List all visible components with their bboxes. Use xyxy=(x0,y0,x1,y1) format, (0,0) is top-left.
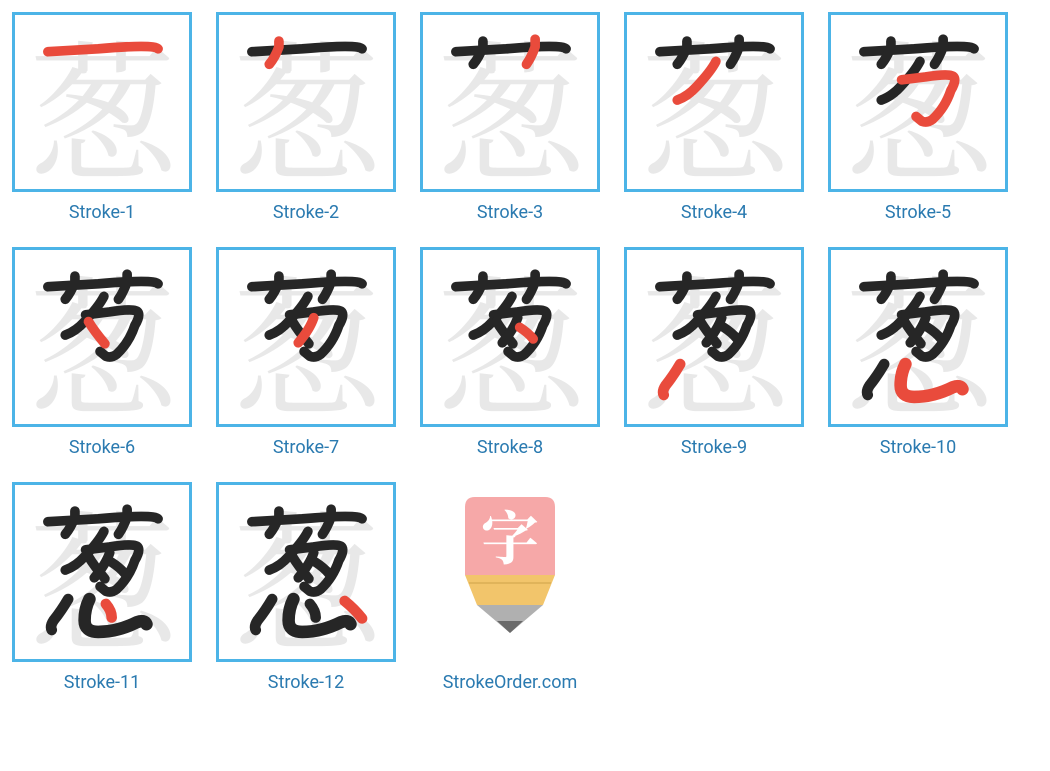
stroke-tile: 葱 xyxy=(12,482,192,662)
stroke-tile: 葱 xyxy=(828,12,1008,192)
stroke-overlay xyxy=(627,15,801,189)
logo-tile: 字 xyxy=(420,482,600,662)
svg-text:字: 字 xyxy=(481,497,539,576)
stroke-overlay xyxy=(219,485,393,659)
stroke-overlay xyxy=(219,15,393,189)
done-stroke xyxy=(724,327,738,339)
stroke-overlay xyxy=(831,250,1005,424)
done-stroke xyxy=(660,46,770,51)
done-stroke xyxy=(255,599,272,630)
active-stroke xyxy=(520,327,534,339)
stroke-tile: 葱 xyxy=(828,247,1008,427)
stroke-overlay xyxy=(15,250,189,424)
stroke-overlay xyxy=(831,15,1005,189)
stroke-cell: 葱Stroke-1 xyxy=(12,12,192,223)
done-stroke xyxy=(252,46,362,51)
stroke-cell: 葱Stroke-10 xyxy=(828,247,1008,458)
logo-cell: 字 StrokeOrder.com xyxy=(420,482,600,693)
stroke-cell: 葱Stroke-5 xyxy=(828,12,1008,223)
stroke-overlay xyxy=(15,15,189,189)
done-stroke xyxy=(51,599,68,630)
stroke-tile: 葱 xyxy=(420,247,600,427)
stroke-cell: 葱Stroke-12 xyxy=(216,482,396,693)
stroke-overlay xyxy=(15,485,189,659)
stroke-cell: 葱Stroke-4 xyxy=(624,12,804,223)
stroke-cell: 葱Stroke-9 xyxy=(624,247,804,458)
done-stroke xyxy=(864,46,974,51)
active-stroke xyxy=(677,61,716,100)
stroke-tile: 葱 xyxy=(624,247,804,427)
stroke-tile: 葱 xyxy=(12,247,192,427)
logo-label: StrokeOrder.com xyxy=(443,672,578,693)
stroke-tile: 葱 xyxy=(216,482,396,662)
stroke-cell: 葱Stroke-11 xyxy=(12,482,192,693)
done-stroke xyxy=(456,281,566,286)
done-stroke xyxy=(864,281,974,286)
done-stroke xyxy=(112,562,126,574)
stroke-tile: 葱 xyxy=(216,12,396,192)
done-stroke xyxy=(456,46,566,51)
stroke-overlay xyxy=(627,250,801,424)
done-stroke xyxy=(928,327,942,339)
stroke-tile: 葱 xyxy=(216,247,396,427)
done-stroke xyxy=(867,364,884,395)
site-logo-icon: 字 xyxy=(445,497,575,647)
stroke-order-grid: 葱Stroke-1葱Stroke-2葱Stroke-3葱Stroke-4葱Str… xyxy=(12,12,1038,693)
stroke-overlay xyxy=(219,250,393,424)
stroke-tile: 葱 xyxy=(12,12,192,192)
stroke-cell: 葱Stroke-3 xyxy=(420,12,600,223)
stroke-cell: 葱Stroke-8 xyxy=(420,247,600,458)
active-stroke xyxy=(106,604,112,618)
active-stroke xyxy=(901,364,963,397)
stroke-tile: 葱 xyxy=(624,12,804,192)
active-stroke xyxy=(663,364,680,395)
done-stroke xyxy=(316,562,330,574)
active-stroke xyxy=(902,75,955,122)
done-stroke xyxy=(48,516,158,521)
done-stroke xyxy=(660,281,770,286)
stroke-tile: 葱 xyxy=(420,12,600,192)
done-stroke xyxy=(310,604,316,618)
stroke-cell: 葱Stroke-7 xyxy=(216,247,396,458)
done-stroke xyxy=(252,516,362,521)
stroke-overlay xyxy=(423,250,597,424)
done-stroke xyxy=(252,281,362,286)
done-stroke xyxy=(48,281,158,286)
stroke-cell: 葱Stroke-6 xyxy=(12,247,192,458)
active-stroke xyxy=(88,322,104,344)
stroke-overlay xyxy=(423,15,597,189)
stroke-cell: 葱Stroke-2 xyxy=(216,12,396,223)
active-stroke xyxy=(48,46,158,51)
